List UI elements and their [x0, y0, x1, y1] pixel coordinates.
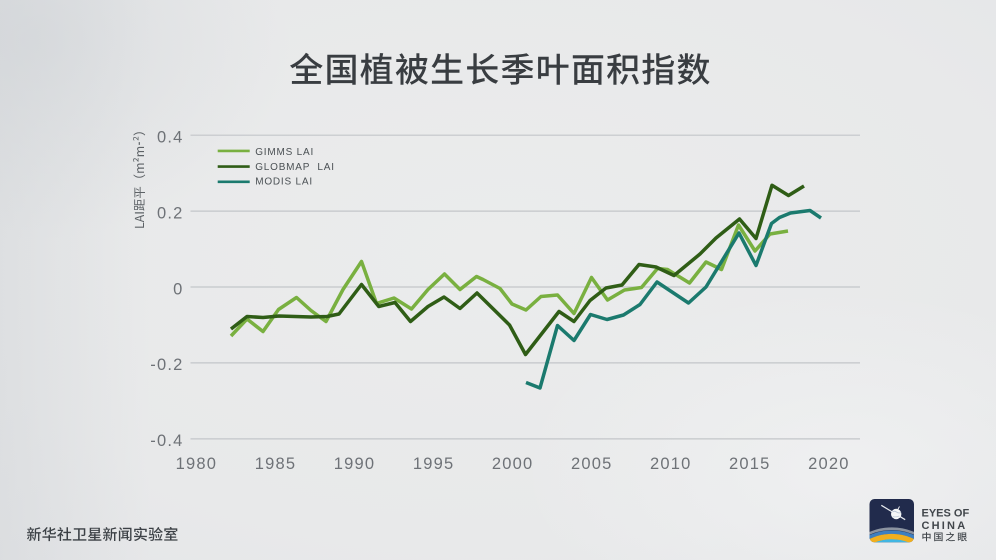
svg-text:2000: 2000 — [492, 455, 534, 473]
svg-text:1985: 1985 — [255, 455, 297, 473]
svg-text:2015: 2015 — [729, 455, 771, 473]
svg-text:0.4: 0.4 — [157, 129, 184, 147]
svg-text:0.2: 0.2 — [157, 204, 184, 222]
svg-text:MODIS LAI: MODIS LAI — [255, 177, 313, 188]
svg-text:2010: 2010 — [650, 455, 692, 473]
svg-text:GIMMS LAI: GIMMS LAI — [255, 147, 314, 158]
svg-text:1995: 1995 — [413, 455, 455, 473]
svg-text:1980: 1980 — [176, 455, 218, 473]
svg-text:EYES OF: EYES OF — [922, 508, 970, 520]
svg-text:2005: 2005 — [571, 455, 613, 473]
svg-text:1990: 1990 — [334, 455, 376, 473]
svg-text:2020: 2020 — [808, 455, 850, 473]
svg-text:GLOBMAP LAI: GLOBMAP LAI — [255, 162, 335, 173]
svg-text:0: 0 — [173, 280, 183, 298]
svg-text:-0.4: -0.4 — [150, 432, 183, 450]
svg-text:-0.2: -0.2 — [150, 356, 183, 374]
svg-text:CHINA: CHINA — [922, 520, 968, 532]
